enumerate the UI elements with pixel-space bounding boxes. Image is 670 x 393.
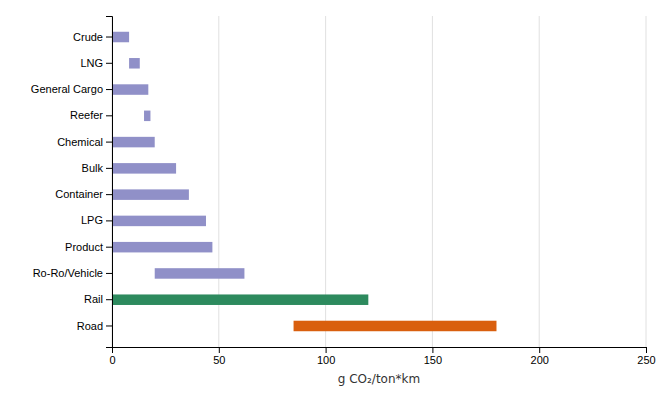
- chart: 0 50 100 150 200 250 Road Rail Ro-Ro/Vehicle Prod…: [0, 0, 670, 393]
- y-tick: Rail: [84, 293, 112, 305]
- grid-line: [646, 16, 647, 347]
- y-tick-label: LNG: [80, 57, 103, 69]
- x-tick-label: 0: [109, 354, 115, 366]
- bar: [112, 216, 206, 227]
- x-tick-label: 250: [637, 354, 655, 366]
- grid: [112, 16, 646, 347]
- y-axis-line: [106, 17, 113, 348]
- x-tick: 100: [317, 347, 335, 366]
- y-tick-mark: [106, 89, 112, 90]
- grid-line: [539, 16, 540, 347]
- y-tick-label: Reefer: [70, 109, 103, 121]
- bar: [112, 294, 368, 305]
- x-tick-label: 50: [213, 354, 225, 366]
- x-tick-mark: [539, 347, 540, 353]
- x-tick-mark: [326, 347, 327, 353]
- bar: [112, 32, 129, 43]
- y-tick: Bulk: [82, 162, 112, 174]
- x-tick: 200: [531, 347, 549, 366]
- bar: [144, 111, 150, 122]
- x-tick-mark: [646, 347, 647, 353]
- bar: [112, 242, 212, 253]
- y-tick-label: Road: [77, 320, 103, 332]
- x-axis-title: g CO₂/ton*km: [338, 372, 420, 386]
- y-tick: Product: [65, 241, 112, 253]
- y-tick-mark: [106, 142, 112, 143]
- y-tick-label: Chemical: [57, 136, 103, 148]
- x-tick-mark: [432, 347, 433, 353]
- y-tick-label: LPG: [81, 214, 103, 226]
- y-tick: Chemical: [57, 136, 112, 148]
- y-tick-mark: [106, 299, 112, 300]
- bar: [112, 163, 176, 174]
- bar: [294, 321, 497, 332]
- x-tick-label: 150: [424, 354, 442, 366]
- y-tick: Reefer: [70, 109, 112, 121]
- x-axis: 0 50 100 150 200 250: [109, 347, 655, 366]
- y-tick-mark: [106, 63, 112, 64]
- y-axis: Road Rail Ro-Ro/Vehicle Product LPG Container…: [31, 17, 113, 348]
- bar: [155, 268, 245, 279]
- y-tick: Road: [77, 320, 112, 332]
- y-tick-mark: [106, 220, 112, 221]
- y-tick-label: Rail: [84, 293, 103, 305]
- y-tick-label: Bulk: [82, 162, 104, 174]
- y-tick-mark: [106, 273, 112, 274]
- y-tick-mark: [106, 168, 112, 169]
- y-tick-mark: [106, 194, 112, 195]
- y-tick-label: Container: [55, 188, 103, 200]
- bar: [112, 189, 189, 200]
- y-tick-label: Product: [65, 241, 103, 253]
- x-tick: 150: [424, 347, 442, 366]
- y-tick-label: Ro-Ro/Vehicle: [33, 267, 103, 279]
- plot: 0 50 100 150 200 250 Road Rail Ro-Ro/Vehicle Prod…: [31, 16, 656, 366]
- y-tick-label: Crude: [73, 31, 103, 43]
- grid-line: [432, 16, 433, 347]
- y-tick: LNG: [80, 57, 112, 69]
- y-tick: Container: [55, 188, 112, 200]
- y-tick: LPG: [81, 214, 112, 226]
- y-tick: Ro-Ro/Vehicle: [33, 267, 112, 279]
- bars: [112, 32, 496, 331]
- y-tick-label: General Cargo: [31, 83, 103, 95]
- y-tick-mark: [106, 115, 112, 116]
- x-axis-line: [113, 348, 647, 354]
- y-tick-mark: [106, 247, 112, 248]
- y-tick-mark: [106, 37, 112, 38]
- x-tick-mark: [219, 347, 220, 353]
- y-tick: Crude: [73, 31, 112, 43]
- bar: [129, 58, 140, 69]
- x-tick: 0: [109, 347, 115, 366]
- y-tick-mark: [106, 325, 112, 326]
- x-tick: 50: [213, 347, 225, 366]
- y-tick: General Cargo: [31, 83, 112, 95]
- x-tick-label: 100: [317, 354, 335, 366]
- x-tick-label: 200: [531, 354, 549, 366]
- bar: [112, 137, 155, 148]
- x-tick: 250: [637, 347, 655, 366]
- bar: [112, 84, 148, 95]
